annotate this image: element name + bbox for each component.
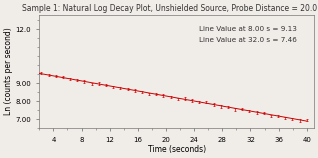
Y-axis label: Ln (counts per second): Ln (counts per second) xyxy=(4,28,13,115)
Title: Sample 1: Natural Log Decay Plot, Unshielded Source, Probe Distance = 20.0 cm: Sample 1: Natural Log Decay Plot, Unshie… xyxy=(22,4,318,13)
Text: Line Value at 8.00 s = 9.13: Line Value at 8.00 s = 9.13 xyxy=(198,26,296,32)
Text: Line Value at 32.0 s = 7.46: Line Value at 32.0 s = 7.46 xyxy=(198,37,296,43)
X-axis label: Time (seconds): Time (seconds) xyxy=(148,145,206,154)
